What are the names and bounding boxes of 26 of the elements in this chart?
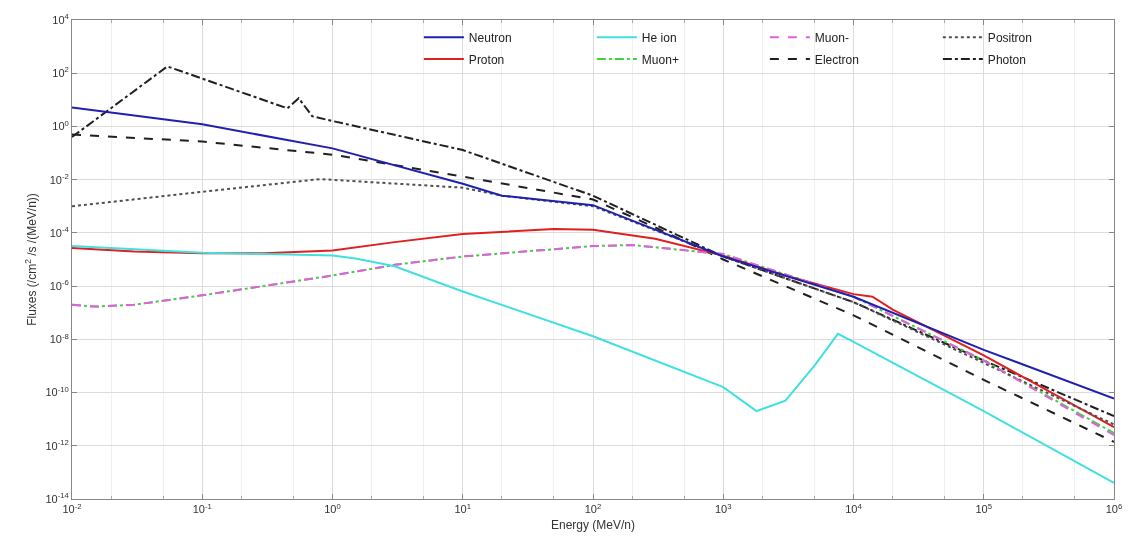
y-tick-label: 10$^{4}$ <box>52 12 70 26</box>
legend-label: Electron <box>814 52 859 67</box>
x-tick-label: 10$^{6}$ <box>1105 501 1123 516</box>
y-tick-label: 10$^{-8}$ <box>49 331 69 346</box>
y-tick-label: 10$^{-6}$ <box>49 278 69 292</box>
x-tick-label: 10$^{4}$ <box>845 501 863 516</box>
y-tick-label: 10$^{-12}$ <box>45 438 69 452</box>
x-tick-label: 10$^{2}$ <box>584 501 602 516</box>
x-tick-label: 10$^{0}$ <box>324 501 341 516</box>
x-tick-label: 10$^{3}$ <box>714 501 732 516</box>
x-tick-label: 10$^{5}$ <box>975 501 993 516</box>
x-tick-label: 10$^{-1}$ <box>192 501 212 516</box>
legend-label: Muon- <box>814 31 849 46</box>
legend-label: Proton <box>468 52 505 67</box>
x-tick-label: 10$^{1}$ <box>454 501 472 516</box>
y-tick-label: 10$^{-4}$ <box>49 225 70 239</box>
y-tick-label: 10$^{0}$ <box>52 118 69 133</box>
y-tick-label: 10$^{-2}$ <box>49 171 69 186</box>
legend-label: He ion <box>641 31 677 46</box>
legend-label: Positron <box>987 31 1032 46</box>
legend-label: Muon+ <box>641 52 679 67</box>
legend-label: Neutron <box>468 31 512 46</box>
y-tick-label: 10$^{2}$ <box>52 65 69 80</box>
x-axis-title: Energy (MeV/n) <box>550 518 636 533</box>
legend-label: Photon <box>987 52 1026 67</box>
y-tick-label: 10$^{-10}$ <box>45 384 69 399</box>
